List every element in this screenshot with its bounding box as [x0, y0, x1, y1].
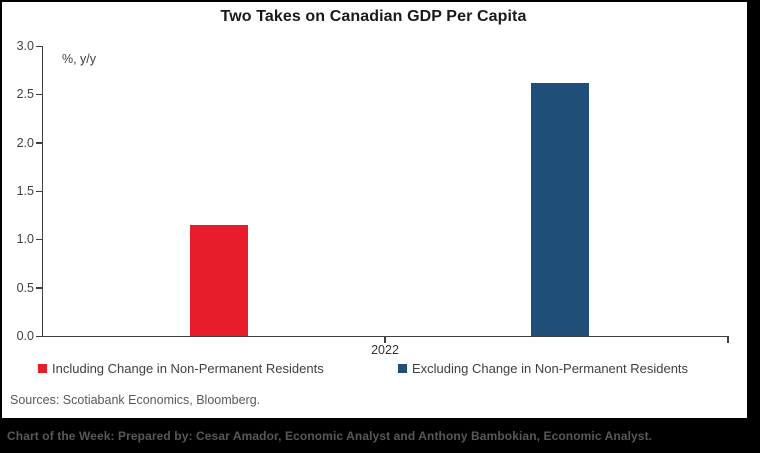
y-tick-label: 2.5 — [16, 87, 34, 102]
y-tick-label: 3.0 — [16, 39, 34, 53]
y-tick-label: 0.5 — [16, 280, 34, 295]
legend-label-including: Including Change in Non-Permanent Reside… — [52, 361, 324, 376]
y-tick-mark — [36, 45, 42, 47]
bar-including-nonpermanent-residents — [190, 225, 248, 336]
y-axis-unit-label: %, y/y — [62, 52, 97, 66]
sources-line: Sources: Scotiabank Economics, Bloomberg… — [10, 393, 261, 407]
y-tick-label: 0.0 — [16, 329, 34, 343]
y-tick-mark — [36, 93, 42, 96]
x-axis-category-label: 2022 — [371, 343, 399, 357]
y-tick-mark — [36, 142, 42, 144]
y-tick-label: 2.0 — [16, 135, 34, 150]
legend-swatch-red-icon — [38, 364, 47, 373]
legend-item-excluding: Excluding Change in Non-Permanent Reside… — [398, 361, 688, 376]
y-tick-label: 1.5 — [16, 184, 34, 198]
x-axis-tick-center — [384, 337, 386, 343]
bar-excluding-nonpermanent-residents — [531, 83, 589, 336]
legend-item-including: Including Change in Non-Permanent Reside… — [38, 361, 324, 376]
chart-title: Two Takes on Canadian GDP Per Capita — [220, 8, 527, 25]
right-border-strip — [747, 0, 760, 453]
plot-area — [42, 46, 729, 337]
legend-label-excluding: Excluding Change in Non-Permanent Reside… — [412, 361, 689, 376]
left-border — [0, 0, 2, 453]
x-axis-tick-right — [727, 337, 729, 343]
footer-credit-text: Chart of the Week: Prepared by: Cesar Am… — [7, 428, 653, 443]
y-tick-mark — [36, 287, 42, 289]
top-border — [0, 0, 760, 2]
y-tick-label: 1.0 — [16, 232, 34, 247]
y-tick-mark — [36, 335, 42, 337]
legend-swatch-navy-icon — [398, 364, 407, 373]
footer-bar: Chart of the Week: Prepared by: Cesar Am… — [0, 418, 760, 453]
legend: Including Change in Non-Permanent Reside… — [0, 361, 747, 379]
y-tick-mark — [36, 190, 42, 192]
y-tick-mark — [36, 238, 42, 241]
